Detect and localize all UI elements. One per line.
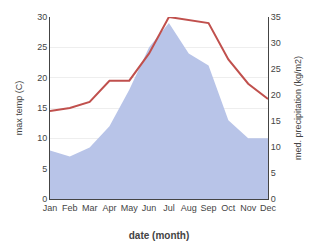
svg-text:10: 10 [271, 142, 281, 152]
svg-text:Feb: Feb [62, 203, 78, 213]
svg-text:5: 5 [271, 168, 276, 178]
svg-text:Jun: Jun [142, 203, 157, 213]
svg-text:30: 30 [271, 38, 281, 48]
svg-text:Oct: Oct [221, 203, 236, 213]
svg-text:5: 5 [42, 164, 47, 174]
svg-text:25: 25 [37, 42, 47, 52]
svg-text:med. precipitation (kg/m2): med. precipitation (kg/m2) [293, 56, 303, 160]
svg-text:25: 25 [271, 64, 281, 74]
svg-text:date (month): date (month) [129, 230, 190, 241]
svg-text:May: May [121, 203, 139, 213]
svg-text:Mar: Mar [82, 203, 98, 213]
svg-text:15: 15 [271, 116, 281, 126]
svg-text:20: 20 [271, 90, 281, 100]
svg-text:20: 20 [37, 73, 47, 83]
svg-text:Nov: Nov [240, 203, 257, 213]
svg-text:Apr: Apr [102, 203, 116, 213]
svg-text:35: 35 [271, 12, 281, 22]
svg-text:30: 30 [37, 12, 47, 22]
svg-text:Jan: Jan [43, 203, 58, 213]
svg-text:Aug: Aug [181, 203, 197, 213]
svg-text:0: 0 [42, 194, 47, 204]
svg-text:10: 10 [37, 133, 47, 143]
svg-text:Sep: Sep [201, 203, 217, 213]
svg-text:max temp (C): max temp (C) [14, 81, 24, 136]
svg-text:Jul: Jul [163, 203, 175, 213]
svg-text:0: 0 [271, 194, 276, 204]
svg-text:Dec: Dec [260, 203, 277, 213]
svg-text:15: 15 [37, 103, 47, 113]
